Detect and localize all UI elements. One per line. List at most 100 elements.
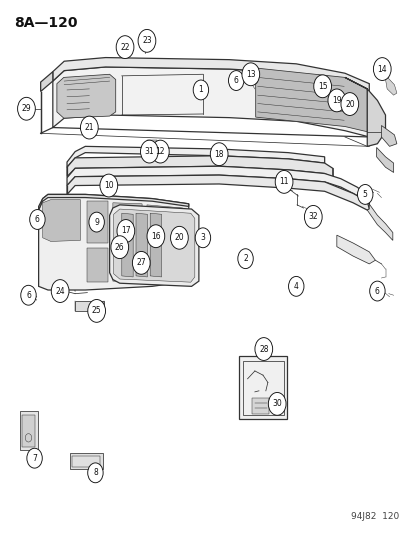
Text: 26: 26 [115,243,124,252]
Text: 28: 28 [259,344,268,353]
Bar [19,411,38,450]
Text: 24: 24 [55,287,65,296]
Circle shape [369,281,384,301]
Text: 4: 4 [293,282,298,291]
Text: 2: 2 [242,254,247,263]
Circle shape [140,140,158,163]
Text: 6: 6 [35,215,40,224]
Text: 20: 20 [174,233,184,243]
Circle shape [21,285,36,305]
Polygon shape [135,213,147,277]
Circle shape [100,174,117,197]
Circle shape [89,212,104,232]
Text: 31: 31 [144,147,154,156]
Text: 25: 25 [92,306,101,316]
Polygon shape [255,68,366,132]
Circle shape [210,143,228,166]
Circle shape [138,29,155,52]
Bar [75,302,104,311]
Bar [239,357,287,419]
Polygon shape [385,77,396,95]
Circle shape [313,75,331,98]
Bar [252,398,269,414]
Text: 22: 22 [120,43,130,52]
Text: 11: 11 [279,177,288,187]
Polygon shape [40,71,53,92]
Text: 1: 1 [198,85,203,94]
Text: 29: 29 [21,104,31,113]
Bar [22,415,35,447]
Circle shape [147,225,164,248]
Polygon shape [113,248,182,282]
Circle shape [241,63,259,86]
Text: 7: 7 [32,454,37,463]
Circle shape [373,58,390,80]
Polygon shape [57,74,116,118]
Text: 6: 6 [374,287,379,296]
Circle shape [237,249,253,269]
Circle shape [116,36,133,59]
Text: 94J82  120: 94J82 120 [351,512,399,521]
Circle shape [117,220,134,243]
Polygon shape [38,195,188,290]
Text: 12: 12 [155,147,165,156]
Polygon shape [150,213,161,277]
Polygon shape [38,195,188,210]
Text: 13: 13 [245,70,255,79]
Text: 14: 14 [377,64,386,74]
Circle shape [288,277,303,296]
Circle shape [340,93,358,116]
Polygon shape [109,205,198,286]
Polygon shape [67,175,368,210]
Circle shape [80,116,98,139]
Polygon shape [344,77,385,147]
Circle shape [151,140,169,163]
Polygon shape [336,235,375,264]
Circle shape [254,337,272,360]
Bar [72,456,100,467]
Bar [25,104,34,112]
Text: 16: 16 [151,232,160,241]
Polygon shape [147,205,182,248]
Text: 17: 17 [121,227,131,236]
Polygon shape [376,148,393,173]
Polygon shape [67,166,368,201]
Text: 8A—120: 8A—120 [14,16,78,30]
Text: 21: 21 [84,123,94,132]
Bar [242,360,283,415]
Bar [147,140,157,150]
Polygon shape [114,209,195,282]
Polygon shape [67,147,324,167]
Circle shape [27,448,42,468]
Polygon shape [53,67,368,137]
Text: 6: 6 [26,290,31,300]
Circle shape [51,280,69,302]
Circle shape [357,184,372,204]
Polygon shape [67,156,332,177]
Circle shape [268,392,285,415]
Circle shape [132,252,150,274]
Circle shape [193,80,208,100]
Bar [346,96,354,104]
Text: 6: 6 [233,76,238,85]
Circle shape [195,228,210,248]
Text: 27: 27 [136,259,146,268]
Bar [70,454,103,469]
Polygon shape [121,213,133,277]
Text: 5: 5 [362,190,367,199]
Circle shape [88,300,105,322]
Polygon shape [366,201,392,240]
Circle shape [111,236,128,259]
Circle shape [30,209,45,229]
Text: 9: 9 [94,217,99,227]
Circle shape [170,227,188,249]
Text: 3: 3 [200,233,205,243]
Text: 20: 20 [344,100,354,109]
Text: 30: 30 [272,399,281,408]
Polygon shape [87,248,107,282]
Bar [338,94,345,101]
Polygon shape [43,200,80,241]
Circle shape [275,171,292,193]
Circle shape [88,463,103,483]
Polygon shape [53,58,368,93]
